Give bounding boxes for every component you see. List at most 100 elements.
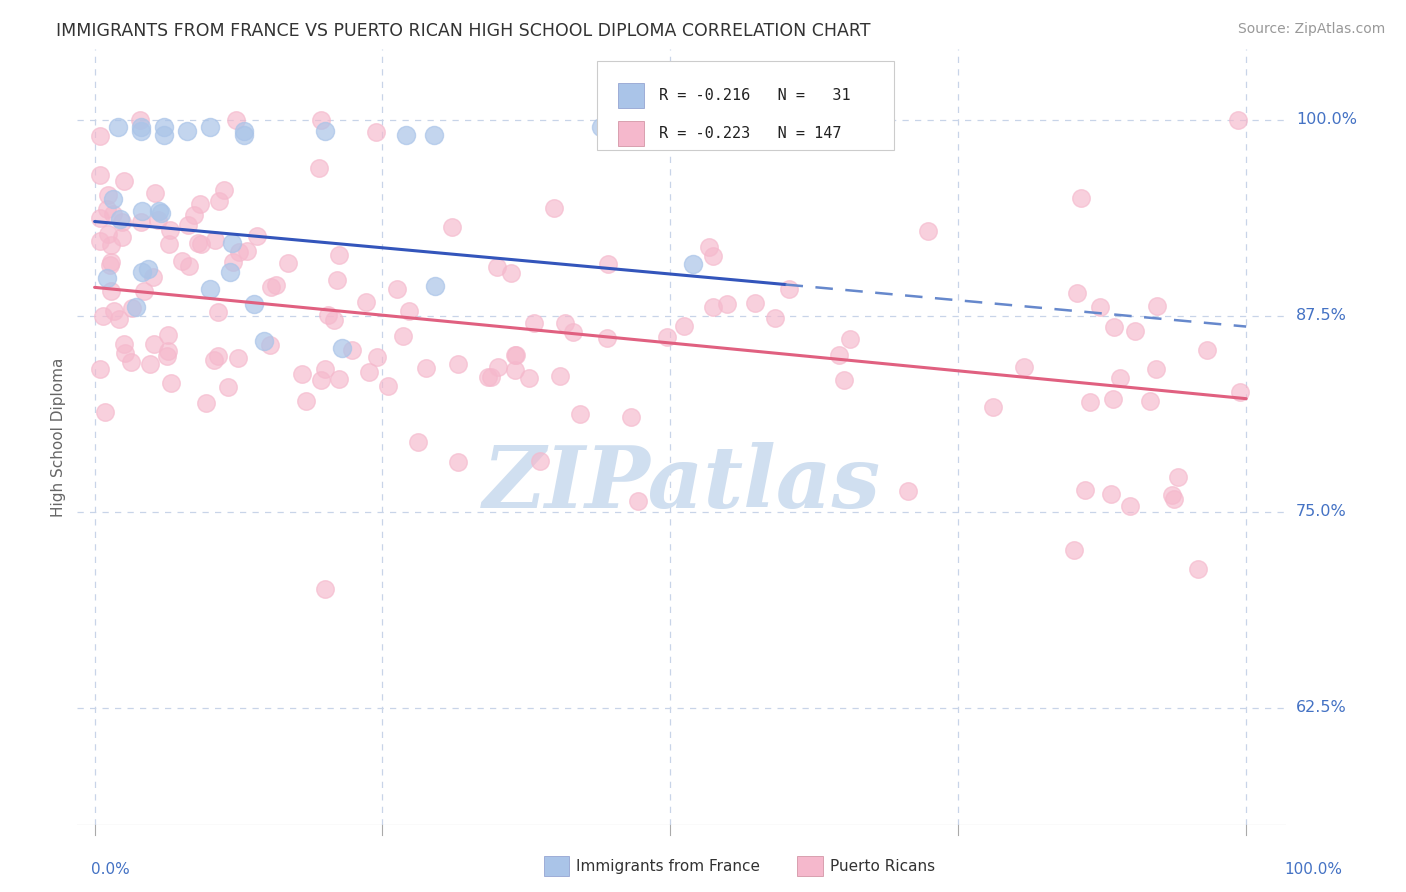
FancyBboxPatch shape (544, 856, 569, 876)
Point (1139, 393, 1161, 408)
Point (1195, 343, 1218, 358)
FancyBboxPatch shape (598, 61, 894, 150)
Point (505, 363, 527, 377)
Point (89, 169, 111, 183)
Point (479, 369, 502, 384)
Point (190, 236, 212, 251)
Point (259, 338, 281, 352)
Point (96, 202, 118, 217)
Point (1109, 371, 1132, 385)
Point (627, 494, 650, 508)
Point (131, 265, 153, 279)
Point (314, 362, 336, 376)
FancyBboxPatch shape (617, 83, 644, 108)
Point (228, 245, 250, 260)
Point (548, 369, 571, 384)
Text: 100.0%: 100.0% (1296, 112, 1357, 127)
Point (323, 313, 346, 327)
Point (236, 244, 259, 258)
Point (221, 235, 243, 250)
Point (447, 357, 470, 371)
Point (177, 259, 200, 273)
Point (107, 311, 129, 326)
Point (132, 284, 155, 298)
Point (314, 123, 336, 137)
Point (142, 337, 165, 351)
Point (1125, 324, 1147, 338)
Point (1187, 561, 1209, 575)
Point (1063, 543, 1085, 558)
Point (1144, 362, 1167, 376)
Point (111, 215, 134, 229)
Point (568, 407, 591, 421)
Point (207, 194, 229, 209)
Text: ZIPatlas: ZIPatlas (482, 442, 882, 525)
Point (342, 343, 364, 358)
Point (1074, 483, 1097, 497)
Point (97, 187, 120, 202)
Point (1070, 191, 1092, 205)
Point (233, 128, 256, 143)
Point (91, 309, 114, 323)
Point (309, 373, 332, 387)
Point (129, 120, 152, 135)
Point (98, 258, 121, 272)
Point (121, 301, 143, 316)
Point (152, 128, 174, 143)
Point (441, 220, 464, 235)
Point (398, 304, 420, 318)
Point (94, 405, 117, 419)
Point (157, 343, 180, 358)
Point (357, 365, 380, 379)
Point (138, 357, 160, 371)
Point (702, 249, 724, 263)
Point (1119, 500, 1142, 514)
Point (148, 213, 170, 227)
Point (1161, 488, 1184, 502)
Point (110, 211, 132, 226)
Point (917, 224, 939, 238)
Point (101, 207, 124, 221)
Point (596, 331, 619, 345)
Point (219, 265, 242, 279)
Point (243, 297, 266, 311)
Point (131, 204, 153, 219)
Point (152, 120, 174, 135)
Y-axis label: High School Diploma: High School Diploma (51, 358, 66, 516)
Point (425, 278, 447, 293)
Point (1146, 299, 1168, 313)
Point (1229, 385, 1251, 400)
Point (260, 280, 283, 294)
Point (125, 300, 148, 314)
Point (1088, 300, 1111, 314)
Point (385, 282, 408, 296)
Text: 87.5%: 87.5% (1296, 308, 1347, 323)
Point (308, 161, 330, 176)
Point (316, 308, 339, 322)
Text: Immigrants from France: Immigrants from France (576, 859, 761, 873)
Point (763, 310, 786, 325)
Point (415, 360, 437, 375)
Point (160, 376, 183, 390)
Point (226, 351, 249, 366)
Point (447, 454, 470, 468)
Point (100, 255, 122, 269)
Point (778, 282, 800, 296)
Point (377, 379, 399, 393)
Point (120, 355, 142, 369)
Text: Puerto Ricans: Puerto Ricans (830, 859, 935, 873)
Point (148, 203, 170, 218)
Point (897, 483, 920, 498)
Point (159, 223, 181, 237)
Point (1078, 394, 1101, 409)
Point (529, 454, 551, 468)
Point (156, 349, 179, 363)
Point (172, 253, 194, 268)
Point (202, 352, 225, 367)
Point (523, 316, 546, 330)
Point (112, 174, 135, 188)
Point (673, 318, 696, 333)
Point (328, 248, 350, 262)
Point (1099, 487, 1122, 501)
Text: Source: ZipAtlas.com: Source: ZipAtlas.com (1237, 22, 1385, 37)
